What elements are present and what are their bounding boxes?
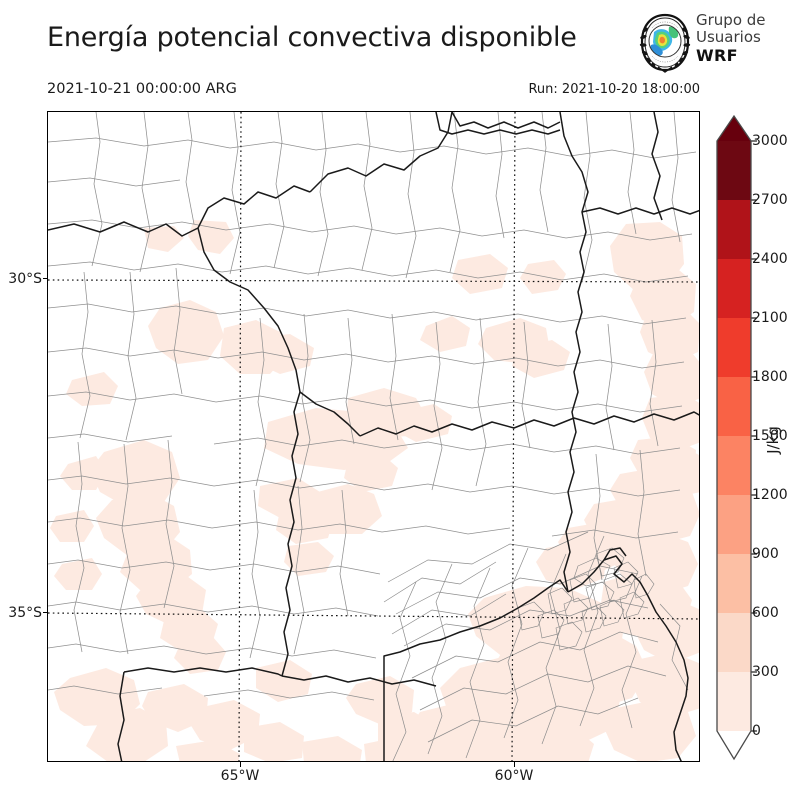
- colorbar-canvas: [716, 114, 757, 761]
- cape-shaded-field: [50, 220, 699, 761]
- colorbar-tick-label: 300: [752, 664, 779, 680]
- run-time-label: Run: 2021-10-20 18:00:00: [528, 82, 700, 97]
- logo-text: Grupo de Usuarios WRF: [696, 12, 766, 64]
- colorbar-band: [717, 554, 751, 614]
- colorbar-tick-label: 2700: [752, 192, 788, 208]
- logo-line-1: Grupo de: [696, 11, 766, 29]
- colorbar-tick-label: 600: [752, 605, 779, 621]
- valid-time-label: 2021-10-21 00:00:00 ARG: [47, 81, 237, 97]
- colorbar-band: [717, 377, 751, 437]
- colorbar-ticks: [751, 140, 757, 732]
- wrf-user-group-globe-emblem: [639, 13, 691, 73]
- x-tick-label-60w: 60°W: [494, 768, 534, 784]
- logo-line-2: Usuarios: [696, 28, 761, 46]
- x-tick-60w: [514, 762, 516, 767]
- x-tick-65w: [240, 762, 242, 767]
- cape-map-canvas: [48, 112, 699, 761]
- graticule: [48, 112, 699, 761]
- colorbar-band: [717, 613, 751, 673]
- cape-map-axes[interactable]: [47, 111, 700, 762]
- colorbar-tick-label: 900: [752, 546, 779, 562]
- logo: Grupo de Usuarios WRF: [638, 12, 798, 74]
- province-boundaries: [48, 112, 699, 761]
- colorbar-band: [717, 259, 751, 319]
- colorbar-outline: [716, 114, 752, 761]
- colorbar-tick-label: 1200: [752, 487, 788, 503]
- colorbar-band: [717, 141, 751, 201]
- colorbar-tick-label: 2100: [752, 310, 788, 326]
- y-tick-label-30s: 30°S: [8, 271, 42, 287]
- colorbar-band: [717, 200, 751, 260]
- colorbar-tick-label: 1500: [752, 428, 788, 444]
- colorbar-tick-label: 0: [752, 723, 761, 739]
- y-tick-30s: [43, 278, 48, 280]
- colorbar-under-arrow: [717, 731, 751, 759]
- colorbar-band: [717, 672, 751, 732]
- colorbar-bands: [717, 116, 751, 759]
- colorbar-tick-label: 2400: [752, 251, 788, 267]
- y-tick-label-35s: 35°S: [8, 605, 42, 621]
- colorbar-band: [717, 436, 751, 496]
- page-title: Energía potencial convectiva disponible: [47, 22, 577, 53]
- x-tick-label-65w: 65°W: [220, 768, 260, 784]
- colorbar-axis-label: J/kg: [764, 426, 782, 454]
- colorbar[interactable]: 3000 2700 2400 2100 1800 1500 1200 900 600 300 0: [712, 111, 800, 791]
- colorbar-tick-label: 3000: [752, 133, 788, 149]
- colorbar-over-arrow: [717, 116, 751, 141]
- colorbar-band: [717, 318, 751, 378]
- y-tick-35s: [43, 612, 48, 614]
- logo-line-3: WRF: [696, 46, 738, 65]
- colorbar-tick-label: 1800: [752, 369, 788, 385]
- colorbar-band: [717, 495, 751, 555]
